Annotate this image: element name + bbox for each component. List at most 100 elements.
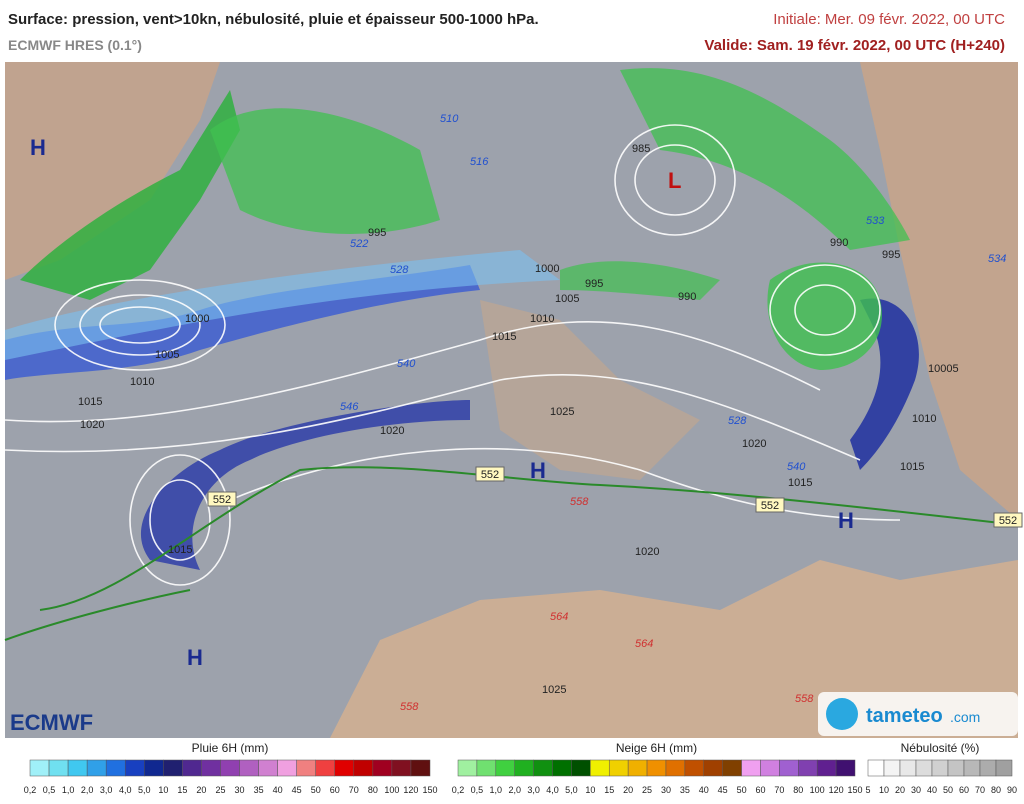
legend-swatch [947, 759, 965, 777]
high: H [530, 458, 546, 483]
legend-swatch [867, 759, 885, 777]
legend-label: 60 [755, 785, 765, 795]
legend-label: 0,2 [452, 785, 465, 795]
legend-swatch [835, 759, 856, 777]
legend-label: 40 [699, 785, 709, 795]
legend-swatch [67, 759, 88, 777]
legend-title: Neige 6H (mm) [616, 741, 697, 755]
legend-swatch [627, 759, 648, 777]
legend-swatch [105, 759, 126, 777]
isobar-label: 1020 [380, 425, 404, 437]
legend-swatch [979, 759, 997, 777]
legend-swatch [163, 759, 183, 777]
isobar-label: 995 [585, 278, 603, 290]
legend-label: 4,0 [119, 785, 132, 795]
legend-swatch [646, 759, 667, 777]
legend-swatch [722, 759, 742, 777]
legend-label: 100 [810, 785, 825, 795]
legend-swatch [239, 759, 259, 777]
thickness-label: 528 [728, 415, 747, 427]
legend-swatch [495, 759, 515, 777]
thickness-label: 516 [470, 156, 489, 168]
legend-label: 50 [737, 785, 747, 795]
legend-label: 45 [292, 785, 302, 795]
label-box [755, 497, 785, 513]
thickness-label: 558 [570, 496, 589, 508]
legend-swatch [963, 759, 981, 777]
isobar-label: 1015 [78, 396, 102, 408]
high: H [838, 508, 854, 533]
isobar-label: 1015 [168, 544, 192, 556]
map [4, 62, 1019, 738]
legend-label: 70 [349, 785, 359, 795]
legend-swatch [779, 759, 799, 777]
legend-label: 20 [895, 785, 905, 795]
legend-label: 25 [215, 785, 225, 795]
isobar-label: 1020 [80, 419, 104, 431]
legend-swatch [277, 759, 297, 777]
logos: ECMWF tameteo .com [10, 692, 1018, 736]
legend-swatch [931, 759, 949, 777]
legend-swatch [410, 759, 431, 777]
legend-label: 80 [991, 785, 1001, 795]
legend-swatch [552, 759, 572, 777]
legend-swatch [86, 759, 107, 777]
isobar-label: 10005 [928, 363, 959, 375]
isobar-label: 1010 [130, 376, 154, 388]
legend-label: 30 [661, 785, 671, 795]
legend-swatch [684, 759, 705, 777]
thickness-label: 546 [340, 401, 359, 413]
isobar-label: 995 [368, 227, 386, 239]
ecmwf-logo: ECMWF [10, 710, 93, 735]
legend-swatch [514, 759, 534, 777]
legend-swatch [816, 759, 837, 777]
legend-swatch [29, 759, 50, 777]
isobar-label: 1005 [155, 349, 179, 361]
legend-label: 50 [943, 785, 953, 795]
legend-swatch [182, 759, 202, 777]
isobar-label: 1005 [555, 293, 579, 305]
isobar-label: 1015 [788, 477, 812, 489]
legend-label: 80 [793, 785, 803, 795]
legend-swatch [665, 759, 686, 777]
isobar-label: 1010 [530, 313, 554, 325]
legend-swatch [48, 759, 69, 777]
title: Surface: pression, vent>10kn, nébulosité… [8, 11, 539, 28]
thickness-label: 510 [440, 113, 459, 125]
legend-swatch [457, 759, 478, 777]
legend-label: 1,0 [490, 785, 503, 795]
legend: Neige 6H (mm) 0,2 0,5 1,0 2,0 3,0 4,0 5,0 10 15 20… [452, 741, 863, 795]
legend-swatch [476, 759, 497, 777]
legend-swatch [883, 759, 901, 777]
legend-label: 5,0 [565, 785, 578, 795]
legend-label: 5 [865, 785, 870, 795]
legend-swatch [144, 759, 164, 777]
legend-label: 0,2 [24, 785, 37, 795]
legend-label: 5,0 [138, 785, 151, 795]
model: ECMWF HRES (0.1°) [8, 37, 142, 53]
legend-label: 35 [254, 785, 264, 795]
isobar-label: 1015 [492, 331, 516, 343]
legend-label: 0,5 [43, 785, 56, 795]
legend-label: 150 [422, 785, 437, 795]
label-box [993, 512, 1023, 528]
initial: Initiale: Mer. 09 févr. 2022, 00 UTC [773, 11, 1005, 28]
thickness-label: 564 [635, 638, 653, 650]
label: 552 [481, 469, 499, 481]
legend-swatch [353, 759, 374, 777]
isobar-label: 1020 [742, 438, 766, 450]
isobar-label: 990 [678, 291, 696, 303]
legend-label: 10 [158, 785, 168, 795]
legend-label: 100 [384, 785, 399, 795]
legend-label: 25 [642, 785, 652, 795]
legend-swatch [315, 759, 336, 777]
legend-swatch [258, 759, 278, 777]
legend-swatch [760, 759, 780, 777]
legend-label: 3,0 [100, 785, 113, 795]
legend-label: 40 [927, 785, 937, 795]
legend-swatch [741, 759, 761, 777]
isobar-label: 990 [830, 237, 848, 249]
low: L [668, 168, 681, 193]
legend-swatch [571, 759, 591, 777]
